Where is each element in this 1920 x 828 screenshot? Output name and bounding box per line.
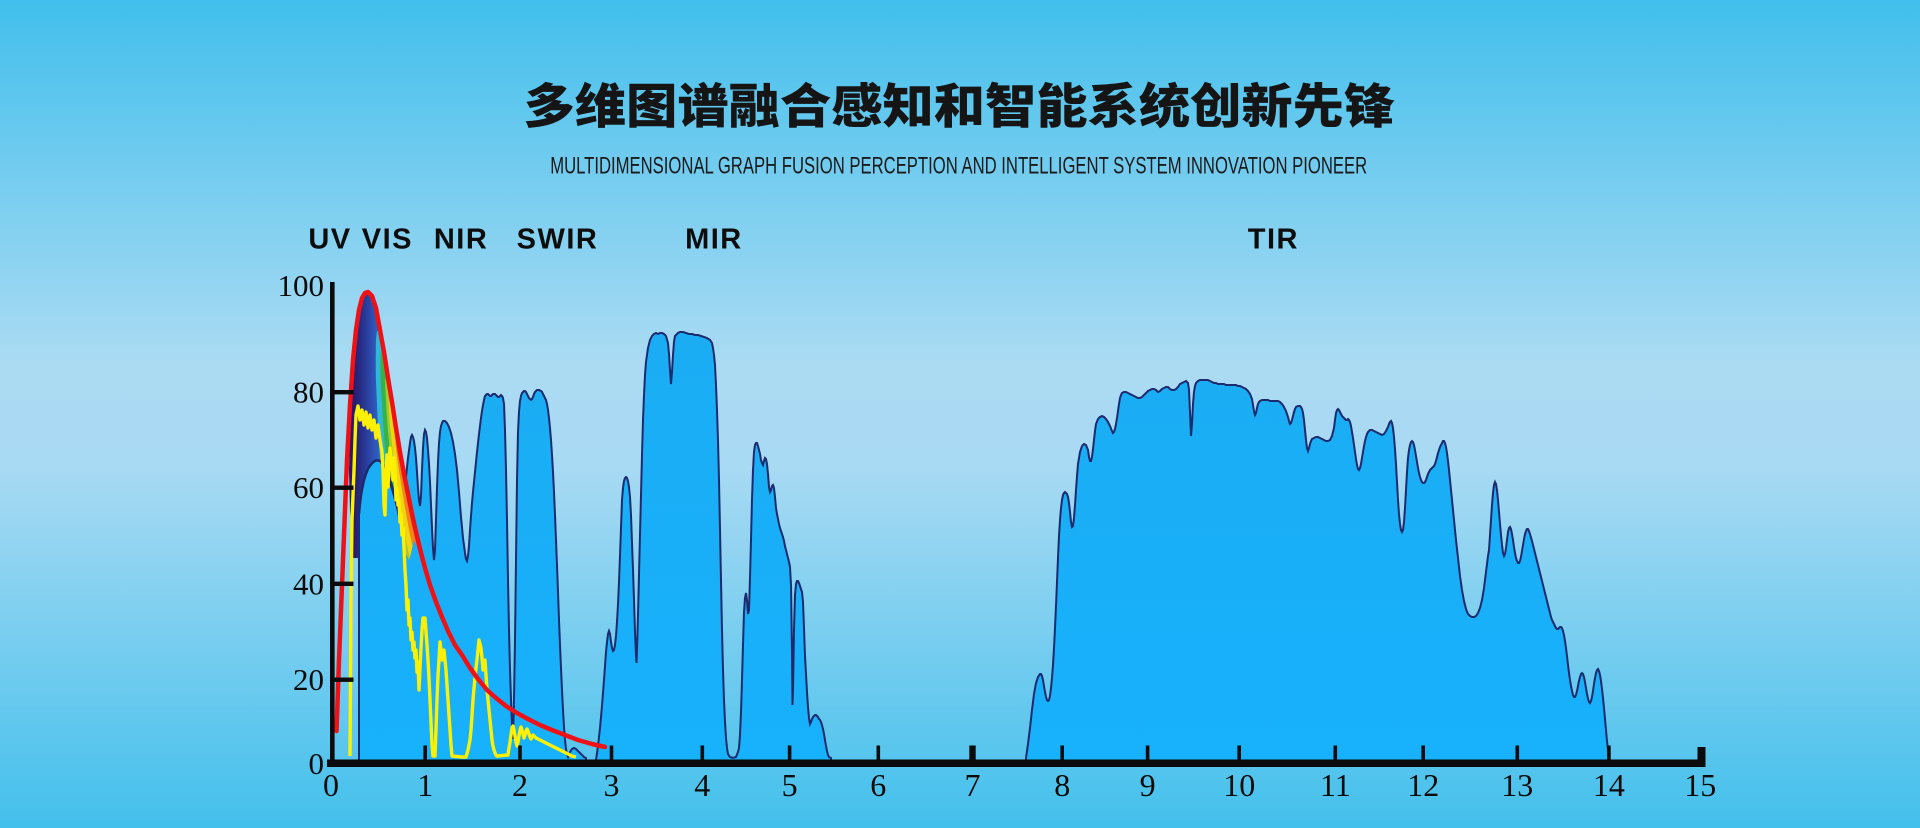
svg-text:60: 60 <box>293 470 324 505</box>
svg-text:40: 40 <box>293 566 324 601</box>
svg-text:20: 20 <box>293 662 324 697</box>
svg-text:0: 0 <box>323 767 339 803</box>
svg-text:4: 4 <box>694 767 710 803</box>
svg-text:13: 13 <box>1501 767 1533 803</box>
svg-text:80: 80 <box>293 375 324 410</box>
svg-text:12: 12 <box>1407 767 1439 803</box>
svg-text:NIR: NIR <box>434 224 488 256</box>
svg-text:8: 8 <box>1054 767 1070 803</box>
svg-text:6: 6 <box>870 767 886 803</box>
svg-text:TIR: TIR <box>1248 224 1299 256</box>
svg-text:9: 9 <box>1140 767 1156 803</box>
svg-text:14: 14 <box>1593 767 1625 803</box>
svg-text:15: 15 <box>1684 767 1716 803</box>
svg-text:MULTIDIMENSIONAL GRAPH FUSION: MULTIDIMENSIONAL GRAPH FUSION PERCEPTION… <box>550 153 1367 180</box>
svg-text:MIR: MIR <box>685 224 743 256</box>
svg-text:VIS: VIS <box>362 224 413 256</box>
svg-text:10: 10 <box>1223 767 1255 803</box>
svg-text:100: 100 <box>278 268 325 303</box>
svg-text:7: 7 <box>965 767 981 803</box>
svg-text:11: 11 <box>1320 767 1351 803</box>
svg-text:SWIR: SWIR <box>517 224 599 256</box>
svg-text:3: 3 <box>604 767 620 803</box>
svg-text:1: 1 <box>417 767 433 803</box>
svg-text:2: 2 <box>512 767 528 803</box>
svg-text:0: 0 <box>309 746 325 781</box>
svg-text:5: 5 <box>782 767 798 803</box>
svg-text:UV: UV <box>308 224 351 256</box>
